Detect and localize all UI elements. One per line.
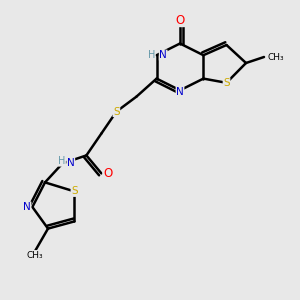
Text: S: S <box>223 78 230 88</box>
Text: H: H <box>58 156 65 166</box>
Text: N: N <box>67 158 75 169</box>
Text: N: N <box>176 87 184 97</box>
Text: CH₃: CH₃ <box>26 250 43 260</box>
Text: N: N <box>159 50 167 60</box>
Text: CH₃: CH₃ <box>267 52 284 62</box>
Text: S: S <box>71 186 78 197</box>
Text: H: H <box>148 50 155 60</box>
Text: S: S <box>113 106 120 117</box>
Text: O: O <box>103 167 112 180</box>
Text: N: N <box>23 202 31 212</box>
Text: O: O <box>176 14 184 27</box>
